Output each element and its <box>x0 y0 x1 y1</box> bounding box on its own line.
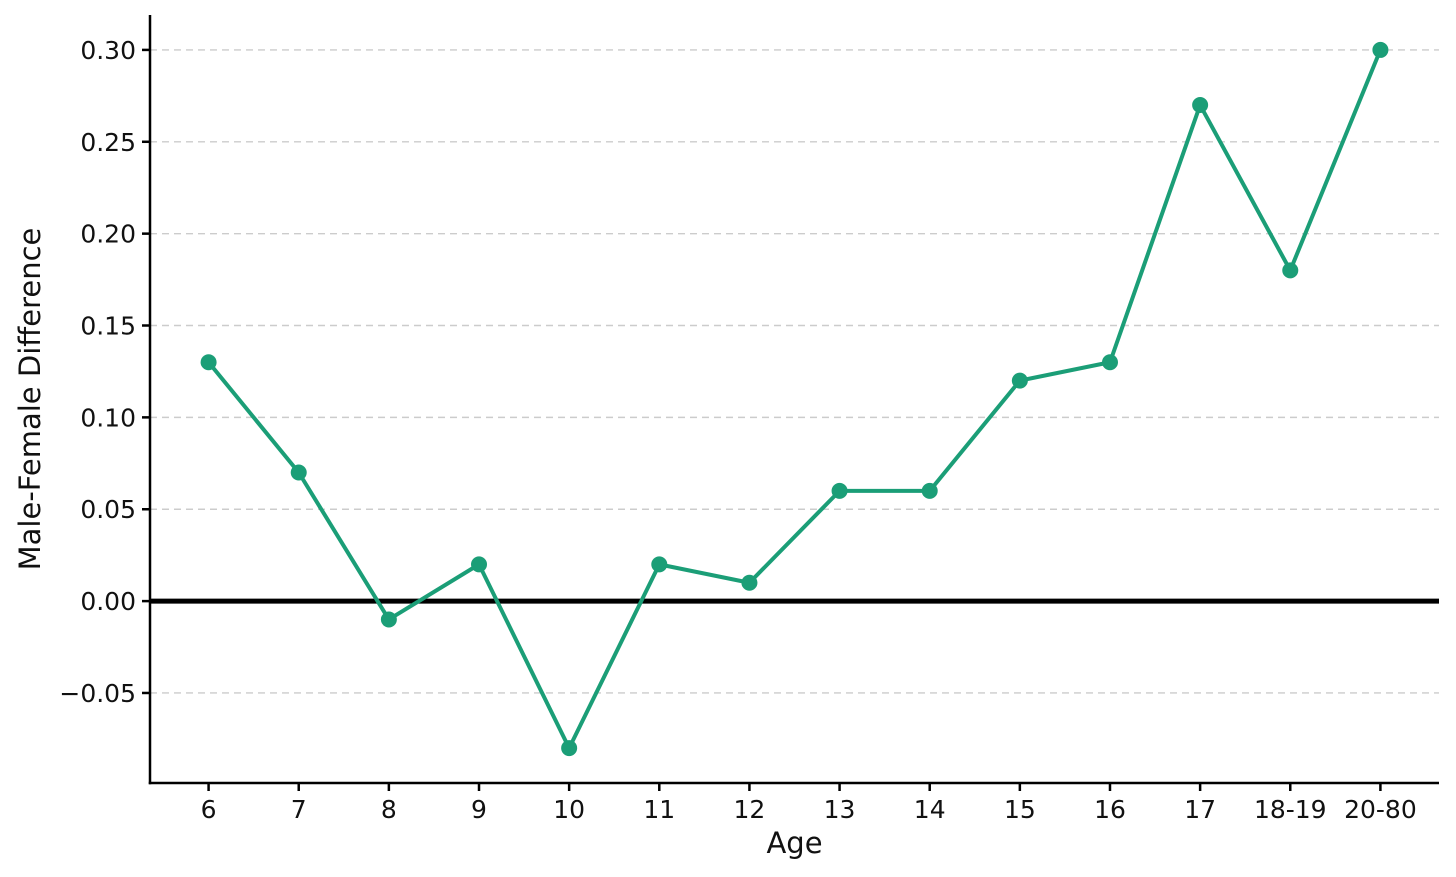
data-point <box>1192 97 1209 114</box>
y-tick-label: 0.10 <box>80 403 136 432</box>
data-point <box>200 354 217 371</box>
data-point <box>921 482 938 499</box>
y-tick-label: 0.00 <box>80 587 136 616</box>
y-tick-label: −0.05 <box>59 679 136 708</box>
x-axis-label: Age <box>766 826 823 860</box>
x-tick-label: 7 <box>291 795 307 824</box>
data-point <box>1282 262 1299 279</box>
x-tick-label: 17 <box>1184 795 1216 824</box>
data-point <box>471 556 488 573</box>
x-tick-label: 14 <box>914 795 946 824</box>
data-point <box>290 464 307 481</box>
data-point <box>1011 372 1028 389</box>
y-axis-label: Male-Female Difference <box>13 227 47 571</box>
x-tick-label: 12 <box>734 795 766 824</box>
data-point <box>741 574 758 591</box>
data-point <box>651 556 668 573</box>
x-tick-label: 9 <box>471 795 487 824</box>
data-point <box>561 740 578 757</box>
x-tick-label: 8 <box>381 795 397 824</box>
x-tick-label: 16 <box>1094 795 1126 824</box>
y-tick-label: 0.05 <box>80 495 136 524</box>
x-tick-label: 10 <box>553 795 585 824</box>
data-point <box>831 482 848 499</box>
y-tick-label: 0.25 <box>80 128 136 157</box>
data-point <box>1101 354 1118 371</box>
x-tick-label: 15 <box>1004 795 1036 824</box>
data-line <box>206 47 1383 751</box>
x-tick-label: 18-19 <box>1254 795 1327 824</box>
x-tick-label: 20-80 <box>1344 795 1417 824</box>
y-tick-label: 0.15 <box>80 312 136 341</box>
y-tick-label: 0.20 <box>80 220 136 249</box>
x-tick-label: 13 <box>824 795 856 824</box>
data-point <box>1372 41 1389 58</box>
y-tick-label: 0.30 <box>80 36 136 65</box>
x-tick-label: 6 <box>201 795 217 824</box>
data-point <box>380 611 397 628</box>
x-tick-label: 11 <box>643 795 675 824</box>
